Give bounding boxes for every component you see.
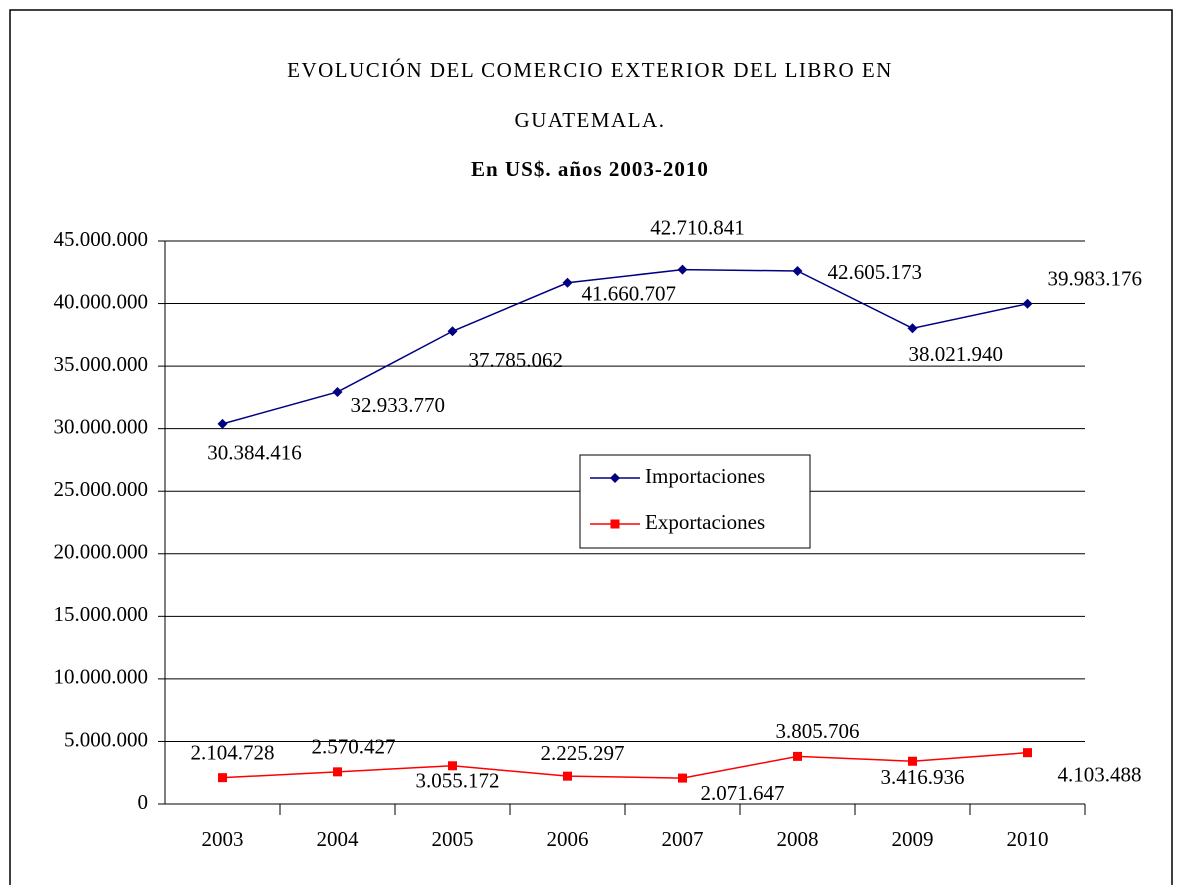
chart-title-line1: EVOLUCIÓN DEL COMERCIO EXTERIOR DEL LIBR… xyxy=(287,58,893,132)
data-label: 2.570.427 xyxy=(312,735,396,759)
point-marker xyxy=(332,386,343,397)
y-tick-label: 30.000.000 xyxy=(54,414,149,438)
data-label: 42.710.841 xyxy=(650,215,745,239)
y-tick-label: 45.000.000 xyxy=(54,227,149,251)
point-marker xyxy=(562,277,573,288)
data-label: 3.416.936 xyxy=(881,765,965,789)
point-marker xyxy=(1022,298,1033,309)
legend-box xyxy=(579,454,811,549)
y-tick-label: 5.000.000 xyxy=(64,727,148,751)
point-marker xyxy=(218,773,227,783)
point-marker xyxy=(793,751,802,761)
data-label: 4.103.488 xyxy=(1058,762,1142,786)
data-label: 2.225.297 xyxy=(541,741,625,765)
point-marker xyxy=(677,264,688,275)
x-tick-label: 2003 xyxy=(202,827,244,851)
point-marker xyxy=(448,761,457,771)
point-marker xyxy=(333,767,342,777)
y-tick-label: 0 xyxy=(138,790,149,814)
x-tick-label: 2005 xyxy=(432,827,474,851)
data-label: 39.983.176 xyxy=(1048,267,1143,291)
legend-label: Exportaciones xyxy=(645,510,765,534)
y-tick-label: 25.000.000 xyxy=(54,477,149,501)
data-label: 42.605.173 xyxy=(828,260,923,284)
y-tick-label: 10.000.000 xyxy=(54,665,149,689)
data-label: 3.055.172 xyxy=(416,769,500,793)
point-marker xyxy=(678,773,687,783)
data-label: 3.805.706 xyxy=(776,719,860,743)
data-label: 30.384.416 xyxy=(207,441,302,465)
legend-label: Importaciones xyxy=(645,464,765,488)
x-tick-label: 2010 xyxy=(1007,827,1049,851)
point-marker xyxy=(907,323,918,334)
data-label: 41.660.707 xyxy=(582,282,677,306)
point-marker xyxy=(1023,748,1032,758)
x-tick-label: 2009 xyxy=(892,827,934,851)
y-tick-label: 40.000.000 xyxy=(54,289,149,313)
y-tick-label: 15.000.000 xyxy=(54,602,149,626)
x-tick-label: 2007 xyxy=(662,827,704,851)
data-label: 38.021.940 xyxy=(909,342,1004,366)
chart-frame xyxy=(9,9,1173,885)
chart-subtitle: En US$. años 2003-2010 xyxy=(471,157,709,181)
y-tick-label: 35.000.000 xyxy=(54,352,149,376)
point-marker xyxy=(610,519,620,529)
point-marker xyxy=(563,771,572,781)
point-marker xyxy=(908,756,917,766)
x-tick-label: 2006 xyxy=(547,827,589,851)
y-tick-label: 20.000.000 xyxy=(54,540,149,564)
point-marker xyxy=(610,473,620,483)
point-marker xyxy=(217,418,228,429)
point-marker xyxy=(447,326,458,337)
data-label: 2.071.647 xyxy=(701,781,785,805)
point-marker xyxy=(792,265,803,276)
series-line xyxy=(222,751,1028,779)
x-tick-label: 2008 xyxy=(777,827,819,851)
data-label: 32.933.770 xyxy=(351,393,446,417)
data-label: 37.785.062 xyxy=(469,348,564,372)
x-tick-label: 2004 xyxy=(317,827,360,851)
series-line xyxy=(222,268,1028,425)
data-label: 2.104.728 xyxy=(191,740,275,764)
